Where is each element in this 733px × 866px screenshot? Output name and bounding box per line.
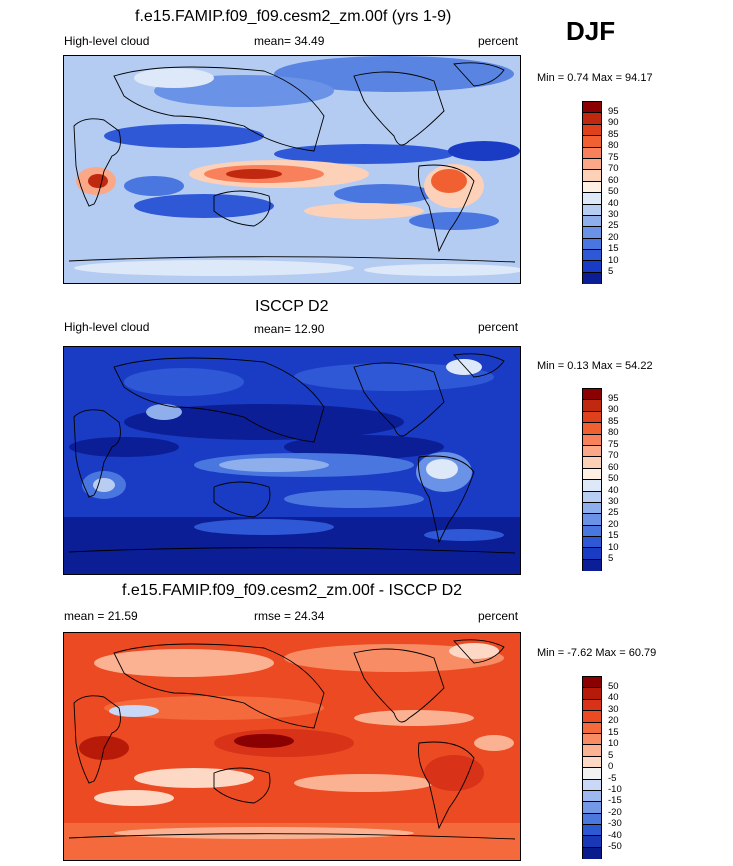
panel3-rmse-label: rmse = 24.34: [254, 609, 325, 623]
panel2-tick: 15: [608, 530, 619, 541]
panel1-tick: 20: [608, 232, 619, 243]
panel1-map: [63, 55, 521, 284]
panel1-tick: 85: [608, 129, 619, 140]
panel2-tick: 70: [608, 450, 619, 461]
panel3-tick: -30: [608, 818, 622, 829]
panel1-tick: 70: [608, 163, 619, 174]
panel1-tick: 30: [608, 209, 619, 220]
panel1-tick: 60: [608, 175, 619, 186]
panel1-contour-field: [64, 56, 520, 283]
panel3-tick: -10: [608, 784, 622, 795]
panel3-tick: -50: [608, 841, 622, 852]
panel1-tick: 50: [608, 186, 619, 197]
panel3-minmax-label: Min = -7.62 Max = 60.79: [537, 647, 657, 659]
panel3-tick: 10: [608, 738, 619, 749]
panel3-colorbar: [582, 676, 602, 860]
panel2-tick: 30: [608, 496, 619, 507]
panel2-contour-field: [64, 347, 520, 574]
panel2-mean-label: mean= 12.90: [254, 322, 325, 336]
panel3-tick: -5: [608, 773, 617, 784]
panel3-contour-field: [64, 633, 520, 860]
panel3-tick: 0: [608, 761, 614, 772]
panel3-tick: 15: [608, 727, 619, 738]
panel3-mean-label: mean = 21.59: [64, 609, 138, 623]
panel3-map: [63, 632, 521, 861]
panel1-tick: 25: [608, 220, 619, 231]
panel2-map: [63, 346, 521, 575]
panel3-tick: 5: [608, 750, 614, 761]
panel2-tick: 75: [608, 439, 619, 450]
panel1-tick: 80: [608, 140, 619, 151]
panel2-variable-label: High-level cloud: [64, 320, 150, 334]
panel2-tick: 90: [608, 404, 619, 415]
panel1-tick: 75: [608, 152, 619, 163]
panel2-tick: 85: [608, 416, 619, 427]
panel2-tick: 5: [608, 553, 614, 564]
panel1-title: f.e15.FAMIP.f09_f09.cesm2_zm.00f (yrs 1-…: [135, 8, 452, 25]
panel3-tick: -15: [608, 795, 622, 806]
panel2-tick: 80: [608, 427, 619, 438]
panel2-colorbar: [582, 388, 602, 572]
panel2-minmax-label: Min = 0.13 Max = 54.22: [537, 360, 653, 372]
panel2-tick: 20: [608, 519, 619, 530]
panel1-units-label: percent: [478, 34, 519, 48]
panel3-tick: -40: [608, 830, 622, 841]
panel3-tick: 30: [608, 704, 619, 715]
panel2-tick: 40: [608, 485, 619, 496]
panel2-tick: 50: [608, 473, 619, 484]
panel1-mean-label: mean= 34.49: [254, 34, 325, 48]
panel3-title: f.e15.FAMIP.f09_f09.cesm2_zm.00f - ISCCP…: [122, 582, 463, 599]
panel3-tick: 20: [608, 715, 619, 726]
panel1-minmax-label: Min = 0.74 Max = 94.17: [537, 72, 653, 84]
panel1-tick: 10: [608, 255, 619, 266]
panel1-tick: 90: [608, 117, 619, 128]
panel1-tick: 95: [608, 106, 619, 117]
panel3-tick: 40: [608, 692, 619, 703]
panel2-tick: 25: [608, 507, 619, 518]
panel1-tick: 5: [608, 266, 614, 277]
panel3-tick: -20: [608, 807, 622, 818]
panel1-tick: 40: [608, 198, 619, 209]
panel2-units-label: percent: [478, 320, 519, 334]
panel1-tick: 15: [608, 243, 619, 254]
panel3-tick: 50: [608, 681, 619, 692]
panel2-tick: 95: [608, 393, 619, 404]
panel2-tick: 60: [608, 462, 619, 473]
panel1-colorbar: [582, 101, 602, 285]
panel1-variable-label: High-level cloud: [64, 34, 150, 48]
panel3-units-label: percent: [478, 609, 519, 623]
season-label: DJF: [566, 16, 616, 46]
panel2-title: ISCCP D2: [255, 298, 329, 315]
panel2-tick: 10: [608, 542, 619, 553]
